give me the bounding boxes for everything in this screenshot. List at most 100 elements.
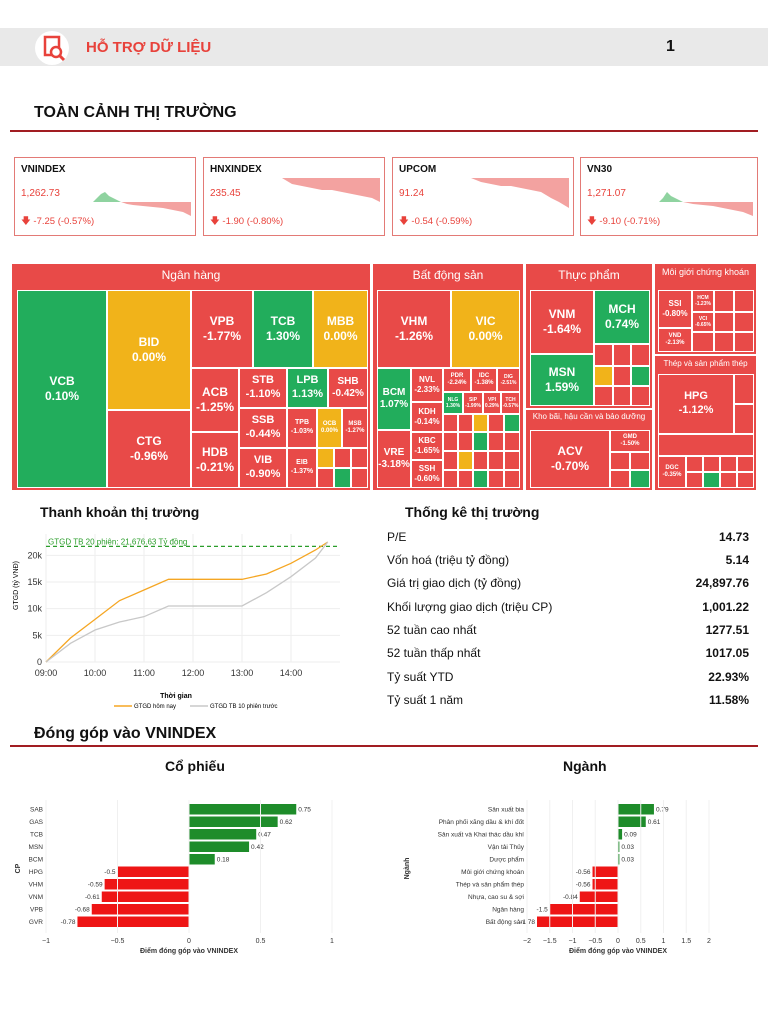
tile-small[interactable] — [317, 448, 334, 468]
tile-small[interactable] — [703, 456, 720, 472]
tile-small[interactable] — [351, 448, 368, 468]
tile-small[interactable] — [737, 456, 754, 472]
tile-small[interactable] — [504, 470, 520, 488]
tile-tch[interactable]: TCH -0.57% — [501, 392, 520, 414]
tile-idc[interactable]: IDC -1.38% — [471, 368, 497, 392]
tile-small[interactable] — [443, 414, 458, 432]
tile-nvl[interactable]: NVL -2.33% — [411, 368, 443, 402]
tile-hdb[interactable]: HDB -0.21% — [191, 432, 239, 488]
tile-small[interactable] — [473, 470, 488, 488]
tile-small[interactable] — [734, 312, 754, 332]
tile-sip[interactable]: SIP -1.99% — [463, 392, 483, 414]
tile-small[interactable] — [658, 434, 754, 456]
tile-vhm[interactable]: VHM -1.26% — [377, 290, 451, 368]
tile-kbc[interactable]: KBC -1.65% — [411, 432, 443, 460]
tile-vpb[interactable]: VPB -1.77% — [191, 290, 253, 368]
tile-ssh[interactable]: SSH -0.60% — [411, 460, 443, 488]
index-card-vnindex[interactable]: VNINDEX 1,262.73 🡇 -7.25 (-0.57%) — [14, 157, 196, 236]
tile-small[interactable] — [504, 414, 520, 432]
index-card-upcom[interactable]: UPCOM 91.24 🡇 -0.54 (-0.59%) — [392, 157, 574, 236]
tile-small[interactable] — [473, 414, 488, 432]
tile-small[interactable] — [458, 432, 473, 451]
tile-small[interactable] — [504, 432, 520, 451]
tile-small[interactable] — [504, 451, 520, 470]
tile-small[interactable] — [488, 451, 504, 470]
tile-small[interactable] — [631, 344, 650, 366]
tile-small[interactable] — [334, 448, 351, 468]
tile-ocb[interactable]: OCB 0.00% — [317, 408, 342, 448]
tile-ctg[interactable]: CTG -0.96% — [107, 410, 191, 488]
tile-vic[interactable]: VIC 0.00% — [451, 290, 520, 368]
tile-ssi[interactable]: SSI -0.80% — [658, 290, 692, 328]
tile-vre[interactable]: VRE -3.18% — [377, 430, 411, 488]
tile-msn[interactable]: MSN 1.59% — [530, 354, 594, 406]
tile-hcm[interactable]: HCM -1.23% — [692, 290, 714, 312]
tile-small[interactable] — [443, 451, 458, 470]
tile-small[interactable] — [737, 472, 754, 488]
tile-small[interactable] — [351, 468, 368, 488]
index-card-vn30[interactable]: VN30 1,271.07 🡇 -9.10 (-0.71%) — [580, 157, 758, 236]
tile-small[interactable] — [613, 366, 631, 386]
tile-small[interactable] — [458, 470, 473, 488]
tile-bid[interactable]: BID 0.00% — [107, 290, 191, 410]
tile-small[interactable] — [703, 472, 720, 488]
tile-small[interactable] — [630, 452, 650, 470]
tile-small[interactable] — [613, 386, 631, 406]
tile-small[interactable] — [714, 290, 734, 312]
tile-tpb[interactable]: TPB -1.03% — [287, 408, 317, 448]
tile-pdr[interactable]: PDR -2.24% — [443, 368, 471, 392]
tile-small[interactable] — [594, 344, 613, 366]
tile-lpb[interactable]: LPB 1.13% — [287, 368, 328, 408]
tile-small[interactable] — [720, 472, 737, 488]
tile-small[interactable] — [473, 451, 488, 470]
tile-vib[interactable]: VIB -0.90% — [239, 448, 287, 488]
tile-tcb[interactable]: TCB 1.30% — [253, 290, 313, 368]
tile-msb[interactable]: MSB -1.27% — [342, 408, 368, 448]
tile-small[interactable] — [734, 404, 754, 434]
tile-small[interactable] — [734, 374, 754, 404]
tile-stb[interactable]: STB -1.10% — [239, 368, 287, 408]
tile-small[interactable] — [488, 470, 504, 488]
tile-dig[interactable]: DIG -2.51% — [497, 368, 520, 392]
tile-small[interactable] — [714, 332, 734, 352]
tile-small[interactable] — [458, 414, 473, 432]
tile-hpg[interactable]: HPG -1.12% — [658, 374, 734, 434]
tile-small[interactable] — [443, 432, 458, 451]
tile-shb[interactable]: SHB -0.42% — [328, 368, 368, 408]
tile-small[interactable] — [692, 332, 714, 352]
tile-small[interactable] — [594, 386, 613, 406]
tile-small[interactable] — [686, 472, 703, 488]
tile-small[interactable] — [334, 468, 351, 488]
tile-small[interactable] — [610, 452, 630, 470]
tile-small[interactable] — [458, 451, 473, 470]
tile-small[interactable] — [631, 366, 650, 386]
tile-dgc[interactable]: DGC -0.35% — [658, 456, 686, 488]
tile-vpi[interactable]: VPI 0.29% — [483, 392, 501, 414]
tile-small[interactable] — [594, 366, 613, 386]
tile-bcm[interactable]: BCM 1.07% — [377, 368, 411, 430]
tile-small[interactable] — [720, 456, 737, 472]
tile-vcb[interactable]: VCB 0.10% — [17, 290, 107, 488]
tile-vci[interactable]: VCI -0.65% — [692, 312, 714, 332]
tile-small[interactable] — [488, 414, 504, 432]
tile-gmd[interactable]: GMD -1.50% — [610, 430, 650, 452]
tile-vnm[interactable]: VNM -1.64% — [530, 290, 594, 354]
tile-mbb[interactable]: MBB 0.00% — [313, 290, 368, 368]
tile-acb[interactable]: ACB -1.25% — [191, 368, 239, 432]
tile-vnd[interactable]: VND -2.13% — [658, 328, 692, 352]
tile-small[interactable] — [714, 312, 734, 332]
tile-small[interactable] — [613, 344, 631, 366]
tile-small[interactable] — [734, 332, 754, 352]
tile-kdh[interactable]: KDH -0.14% — [411, 402, 443, 432]
tile-small[interactable] — [686, 456, 703, 472]
tile-small[interactable] — [473, 432, 488, 451]
tile-acv[interactable]: ACV -0.70% — [530, 430, 610, 488]
tile-small[interactable] — [317, 468, 334, 488]
tile-small[interactable] — [630, 470, 650, 488]
tile-small[interactable] — [734, 290, 754, 312]
tile-nlg[interactable]: NLG 1.30% — [443, 392, 463, 414]
index-card-hnxindex[interactable]: HNXINDEX 235.45 🡇 -1.90 (-0.80%) — [203, 157, 385, 236]
tile-small[interactable] — [631, 386, 650, 406]
tile-mch[interactable]: MCH 0.74% — [594, 290, 650, 344]
tile-eib[interactable]: EIB -1.37% — [287, 448, 317, 488]
